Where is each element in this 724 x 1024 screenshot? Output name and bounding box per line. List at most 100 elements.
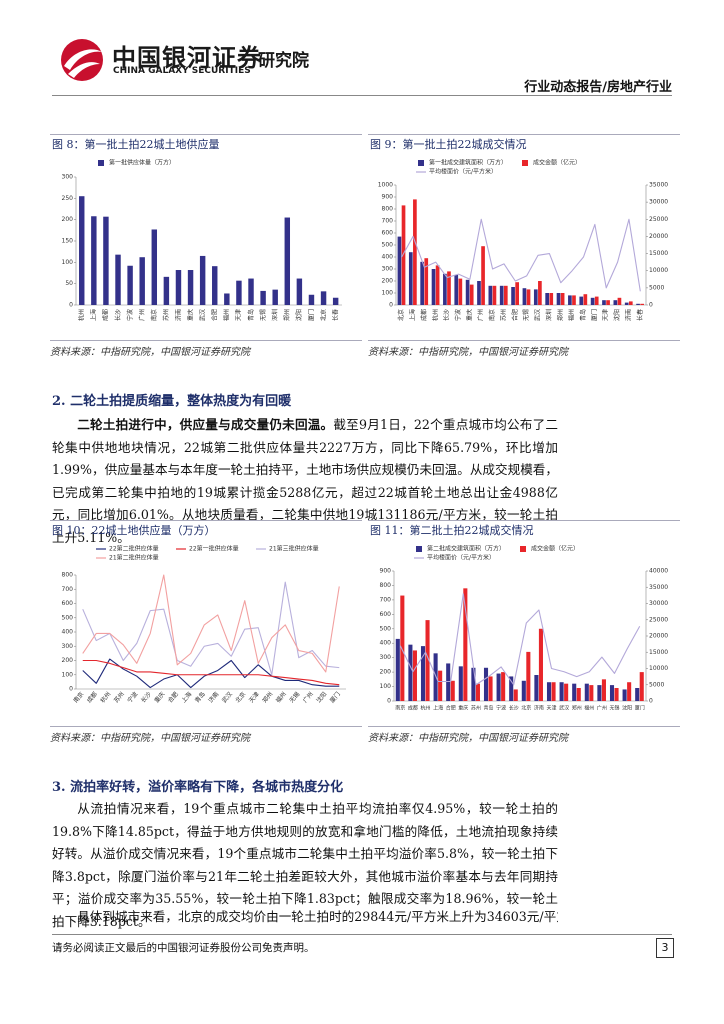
x-tick-label: 武汉: [534, 309, 542, 321]
bar: [545, 293, 549, 305]
x-tick-label: 成都: [420, 309, 428, 321]
figure-caption: 图 8：第一批土拍22城土地供应量: [50, 134, 362, 155]
y-tick-label: 250: [62, 195, 74, 202]
bar: [425, 620, 430, 701]
y2-tick-label: 5000: [649, 681, 664, 688]
x-tick-label: 北京: [397, 309, 405, 321]
bar: [526, 651, 531, 701]
figure-caption: 图 9：第一批土拍22城成交情况: [368, 134, 680, 155]
chart: 0100200300400500600700800900100005000100…: [378, 159, 669, 322]
bar: [597, 685, 602, 701]
bar: [609, 685, 615, 701]
x-tick-label: 天津: [248, 691, 261, 705]
bar: [533, 289, 538, 305]
y-tick-label: 500: [62, 614, 74, 621]
x-tick-label: 北京: [319, 309, 327, 321]
y-tick-label: 400: [382, 254, 394, 261]
y-tick-label: 700: [62, 586, 74, 593]
bar: [127, 265, 133, 305]
bar: [628, 301, 633, 305]
x-tick-label: 济南: [207, 690, 221, 704]
bar: [590, 297, 595, 305]
x-tick-label: 长沙: [139, 690, 153, 704]
series-line: [82, 581, 340, 676]
x-tick-label: 长沙: [509, 705, 519, 712]
x-tick-label: 武汉: [220, 690, 234, 704]
bar: [435, 265, 440, 305]
x-tick-label: 长春: [636, 309, 644, 321]
series-line: [82, 658, 340, 689]
bar: [475, 683, 480, 701]
y2-tick-label: 15000: [649, 250, 668, 257]
y-tick-label: 900: [382, 194, 394, 201]
y2-tick-label: 25000: [649, 616, 668, 623]
bar: [320, 291, 327, 305]
figure: 图 9：第一批土拍22城成交情况 0 100 200 300 400 500 600 700 8…: [368, 134, 680, 358]
x-tick-label: 成都: [85, 690, 99, 704]
x-tick-label: 济南: [174, 309, 182, 321]
x-tick-label: 广州: [477, 309, 485, 321]
bar: [627, 682, 632, 701]
y-tick-label: 0: [69, 686, 73, 693]
y-tick-label: 500: [382, 242, 394, 249]
x-tick-label: 南京: [488, 309, 496, 321]
y-tick-label: 800: [382, 206, 394, 213]
bar: [556, 293, 561, 305]
x-tick-label: 北京: [521, 705, 531, 712]
bar: [635, 688, 640, 701]
x-tick-label: 郑州: [283, 309, 291, 321]
y-tick-label: 0: [69, 302, 73, 309]
x-tick-label: 武汉: [559, 705, 569, 712]
x-tick-label: 无锡: [288, 690, 302, 704]
bar: [640, 303, 644, 305]
x-tick-label: 重庆: [153, 690, 167, 704]
legend-label: 22第二批供应体量: [109, 545, 159, 553]
bar: [492, 285, 497, 305]
bar: [481, 246, 485, 305]
bar: [260, 290, 266, 305]
legend-swatch: [98, 160, 104, 166]
x-tick-label: 长沙: [114, 309, 122, 321]
x-tick-label: 天津: [546, 705, 556, 712]
y2-tick-label: 20000: [649, 633, 668, 640]
x-tick-label: 南京: [150, 309, 158, 321]
figure-caption: 图 11：第二批土拍22城成交情况: [368, 520, 680, 541]
x-tick-label: 重庆: [458, 705, 468, 712]
x-tick-label: 郑州: [572, 705, 582, 712]
paragraph: 具体到城市来看，北京的成交均价由一轮土拍时的29844元/平方米上升为34603…: [77, 909, 558, 924]
x-tick-label: 长沙: [443, 309, 451, 321]
x-tick-label: 北京: [234, 690, 248, 704]
y-tick-label: 100: [62, 671, 74, 678]
legend-swatch: [416, 546, 422, 552]
bar: [447, 271, 451, 305]
bar: [614, 688, 619, 701]
bar: [564, 683, 569, 701]
series-line: [399, 593, 641, 686]
figure: 图 8：第一批土拍22城土地供应量 0 50 100 150 200 250 300 杭州 上海…: [50, 134, 362, 358]
x-tick-label: 福州: [223, 309, 231, 321]
x-tick-label: 广州: [597, 705, 607, 712]
y-tick-label: 300: [380, 654, 392, 661]
y2-tick-label: 35000: [649, 182, 668, 189]
y-tick-label: 100: [382, 290, 394, 297]
x-tick-label: 宁波: [126, 309, 134, 321]
x-tick-label: 无锡: [259, 309, 267, 321]
legend-label: 22第一批供应体量: [189, 545, 239, 553]
legend-swatch: [418, 160, 424, 166]
x-tick-label: 南京: [72, 690, 86, 704]
bar: [236, 280, 242, 305]
y2-tick-label: 5000: [649, 284, 664, 291]
y2-tick-label: 40000: [649, 568, 668, 575]
bar: [538, 628, 543, 701]
y-tick-label: 100: [380, 683, 392, 690]
bar: [433, 653, 438, 701]
bar: [576, 688, 581, 701]
y2-tick-label: 30000: [649, 600, 668, 607]
bar: [594, 296, 599, 305]
bar: [488, 285, 493, 305]
bar: [521, 680, 526, 701]
legend-label: 平均楼面价（元/平方米）: [427, 554, 495, 562]
y2-tick-label: 25000: [649, 216, 668, 223]
y2-tick-label: 20000: [649, 233, 668, 240]
